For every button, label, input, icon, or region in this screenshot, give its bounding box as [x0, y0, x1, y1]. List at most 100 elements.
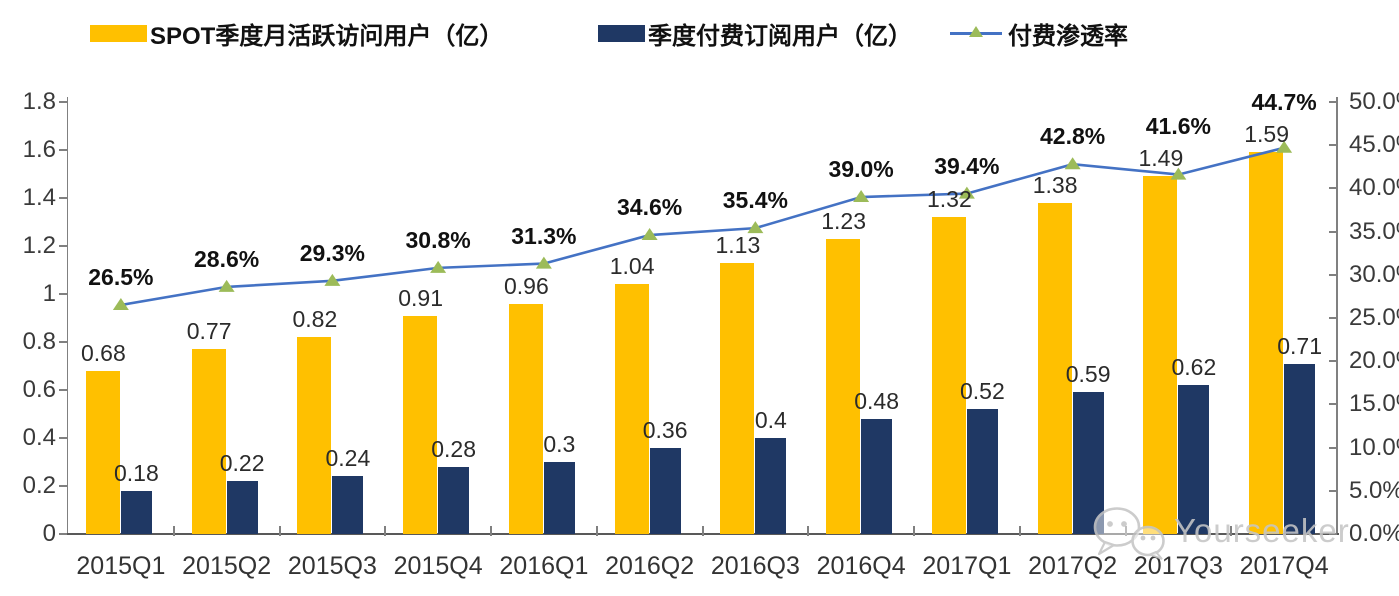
penetration-pct-label: 31.3% — [511, 222, 577, 249]
y-axis-left-tick-label: 1.8 — [22, 88, 56, 115]
bar-subscribers — [438, 466, 470, 534]
y-axis-left-tick-label: 0 — [42, 520, 56, 547]
watermark-text: Yourseeker — [1174, 512, 1350, 549]
y-axis-right-tick-label: 50.0% — [1349, 88, 1399, 115]
y-axis-left-tick-label: 1 — [42, 280, 56, 307]
penetration-pct-label: 39.0% — [828, 156, 894, 183]
x-axis-tick-mark — [1230, 526, 1233, 536]
x-axis-category-label: 2017Q4 — [1239, 552, 1329, 580]
triangle-marker — [1170, 167, 1187, 180]
y-axis-right-tick-mark — [1329, 187, 1337, 190]
triangle-marker — [112, 298, 129, 311]
y-axis-right-tick-label: 35.0% — [1349, 217, 1399, 245]
y-axis-right-tick-label: 0.0% — [1349, 520, 1399, 547]
bar-subscribers — [1284, 363, 1316, 534]
bar-subscribers — [543, 462, 575, 534]
y-axis-right-tick-mark — [1329, 230, 1337, 233]
y-axis-right-tick-label: 30.0% — [1349, 260, 1399, 288]
y-axis-right-tick-label: 5.0% — [1349, 476, 1399, 504]
wechat-icon — [1093, 507, 1165, 560]
y-axis-right-tick-mark — [1329, 489, 1337, 492]
y-axis-right-tick-mark — [1329, 360, 1337, 363]
y-axis-right-tick-mark — [1329, 317, 1337, 319]
x-axis-category-label: 2015Q1 — [76, 552, 166, 580]
x-axis-tick-mark — [701, 526, 704, 536]
x-axis-tick-mark — [913, 526, 915, 536]
y-axis-right-tick-mark — [1329, 446, 1337, 449]
y-axis-line-right — [1336, 97, 1338, 534]
x-axis-category-label: 2017Q3 — [1133, 552, 1223, 580]
x-axis-tick-mark — [1018, 526, 1021, 536]
x-axis-category-label: 2016Q2 — [605, 552, 695, 580]
bar-value-label-mau: 1.13 — [715, 231, 761, 258]
bar-subscribers — [1178, 385, 1210, 534]
bar-subscribers — [332, 476, 364, 534]
bar-value-label-mau: 0.77 — [186, 318, 232, 345]
legend-swatch-mau — [90, 24, 147, 42]
triangle-marker — [853, 190, 870, 203]
penetration-pct-label: 28.6% — [194, 245, 260, 272]
bar-mau — [614, 284, 649, 534]
triangle-marker — [324, 273, 341, 286]
y-axis-left-tick-mark — [59, 533, 67, 535]
bar-mau — [1037, 202, 1072, 534]
bar-value-label-subscribers: 0.28 — [431, 435, 476, 462]
x-axis-category-label: 2016Q3 — [710, 552, 800, 580]
x-axis-category-label: 2017Q2 — [1028, 552, 1118, 580]
bar-value-label-subscribers: 0.3 — [543, 431, 576, 457]
bar-value-label-subscribers: 0.24 — [325, 445, 371, 472]
bar-value-label-mau: 1.32 — [926, 186, 972, 213]
y-axis-right-tick-mark — [1329, 403, 1337, 406]
bar-mau — [297, 337, 332, 534]
watermark: Yourseeker — [1090, 502, 1350, 560]
bar-value-label-mau: 1.59 — [1244, 121, 1289, 148]
x-axis-tick-mark — [595, 526, 598, 536]
triangle-marker — [641, 228, 658, 241]
y-axis-left-tick-label: 1.6 — [22, 136, 56, 163]
legend-line-marker-icon — [950, 23, 1002, 43]
bar-mau — [191, 349, 226, 534]
triangle-marker — [747, 221, 764, 234]
y-axis-left-tick-label: 0.4 — [22, 424, 56, 451]
bar-subscribers — [1072, 392, 1104, 534]
triangle-marker — [1276, 140, 1293, 153]
penetration-pct-label: 34.6% — [617, 194, 683, 221]
y-axis-right-tick-label: 10.0% — [1349, 433, 1399, 461]
bar-subscribers — [649, 447, 681, 534]
bar-value-label-mau: 1.38 — [1032, 171, 1078, 198]
y-axis-right-tick-mark — [1329, 101, 1337, 103]
bar-value-label-subscribers: 0.36 — [642, 416, 688, 443]
bar-mau — [931, 217, 966, 534]
penetration-pct-label: 30.8% — [405, 226, 471, 253]
x-axis-tick-mark — [172, 526, 175, 536]
x-axis-category-label: 2015Q3 — [287, 552, 377, 580]
bar-mau — [85, 370, 120, 534]
triangle-marker — [430, 260, 447, 273]
y-axis-left-tick-label: 0.2 — [22, 472, 56, 499]
x-axis-category-label: 2016Q4 — [816, 552, 906, 580]
x-axis-category-label: 2016Q1 — [499, 552, 589, 580]
x-axis-tick-mark — [1124, 526, 1127, 536]
bar-value-label-subscribers: 0.48 — [854, 387, 899, 414]
bar-value-label-mau: 0.91 — [398, 284, 443, 311]
penetration-pct-label: 42.8% — [1040, 123, 1106, 150]
penetration-pct-label: 26.5% — [88, 264, 154, 291]
bar-value-label-subscribers: 0.62 — [1171, 354, 1217, 381]
bar-subscribers — [755, 438, 787, 534]
triangle-marker — [1064, 157, 1081, 170]
bar-value-label-mau: 1.04 — [609, 253, 655, 280]
bar-value-label-mau: 0.68 — [80, 339, 126, 366]
bar-mau — [1143, 176, 1178, 534]
y-axis-right-tick-label: 40.0% — [1349, 174, 1399, 202]
legend-item-subscribers: 季度付费订阅用户（亿） — [598, 16, 912, 50]
penetration-pct-label: 44.7% — [1251, 89, 1317, 116]
legend-label-subscribers: 季度付费订阅用户（亿） — [648, 22, 912, 50]
bar-mau — [1249, 152, 1284, 534]
bar-value-label-mau: 1.23 — [821, 207, 866, 234]
y-axis-right-tick-label: 25.0% — [1349, 304, 1399, 331]
y-axis-right-tick-mark — [1329, 273, 1337, 276]
y-axis-left-tick-mark — [59, 437, 67, 439]
